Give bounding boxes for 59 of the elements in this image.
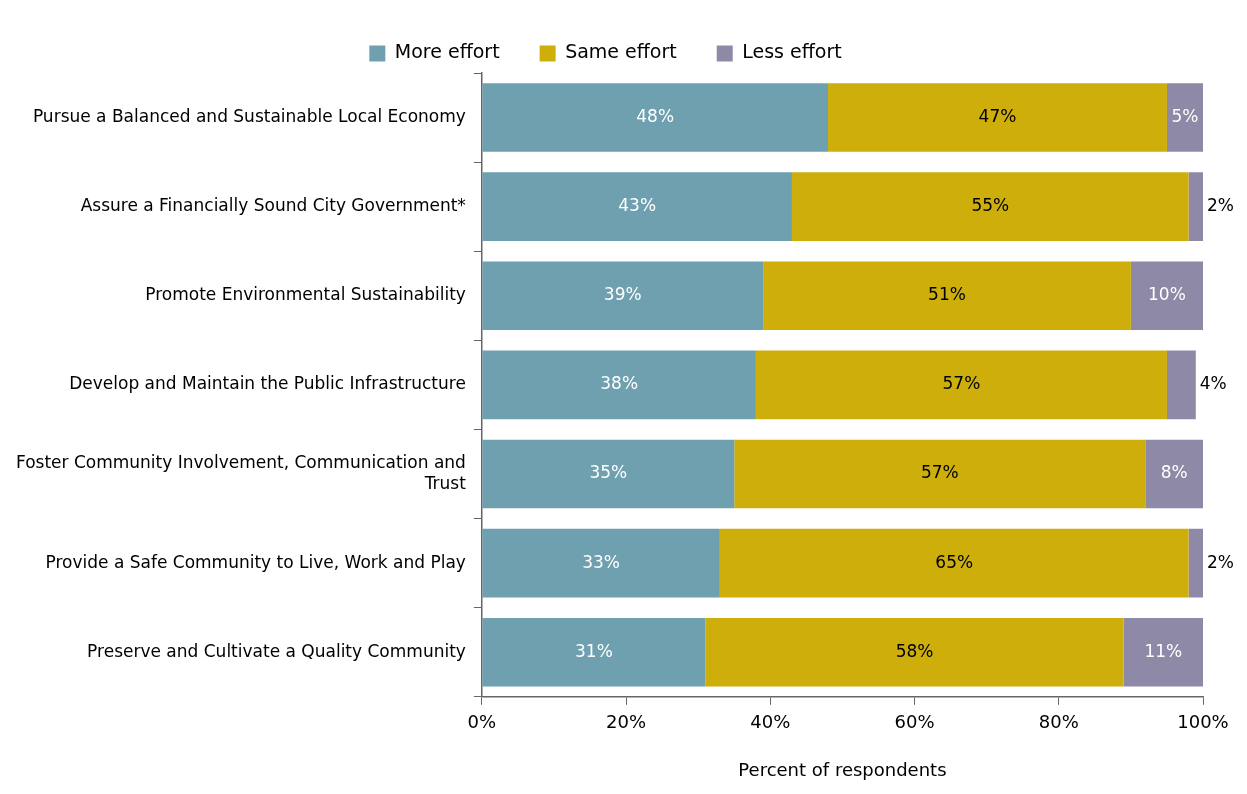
data-label: 58% <box>895 640 934 661</box>
data-label: 57% <box>942 373 981 394</box>
data-label: 31% <box>575 640 613 661</box>
legend-label: More effort <box>394 40 500 63</box>
data-label: 4% <box>1199 373 1227 394</box>
bar <box>828 83 1167 152</box>
data-label: 48% <box>636 105 675 126</box>
data-label: 39% <box>603 284 642 305</box>
data-label: 2% <box>1207 195 1234 216</box>
data-label: 8% <box>1160 462 1188 483</box>
bar <box>482 528 720 598</box>
bar <box>482 617 706 687</box>
bar <box>734 439 1146 509</box>
bar <box>482 439 735 509</box>
bar <box>791 172 1189 241</box>
x-tick-label: 100% <box>1177 711 1229 733</box>
data-label: 38% <box>600 373 639 394</box>
bar <box>1130 261 1203 331</box>
data-label: 2% <box>1207 551 1234 572</box>
data-label: 5% <box>1171 105 1199 126</box>
legend-label: Same effort <box>565 40 677 63</box>
bar <box>763 261 1131 331</box>
y-tick-label: Pursue a Balanced and Sustainable Local Economy <box>32 105 466 126</box>
bar <box>755 350 1167 420</box>
bar <box>1188 172 1203 241</box>
x-tick-label: 60% <box>894 711 935 733</box>
bar <box>482 350 756 420</box>
data-label: 11% <box>1144 640 1183 661</box>
data-label: 65% <box>935 551 974 572</box>
y-tick-label: Promote Environmental Sustainability <box>145 284 466 305</box>
bar <box>1145 439 1203 509</box>
x-tick-label: 40% <box>750 711 791 733</box>
bar <box>482 83 829 152</box>
y-tick-label: Provide a Safe Community to Live, Work and Play <box>45 551 466 572</box>
x-tick-label: 0% <box>467 711 497 733</box>
x-tick-label: 20% <box>606 711 647 733</box>
bar <box>1166 83 1203 152</box>
bar <box>719 528 1189 598</box>
data-label: 47% <box>978 105 1017 126</box>
bar <box>482 261 764 331</box>
x-tick-label: 80% <box>1038 711 1079 733</box>
y-tick-label: Preserve and Cultivate a Quality Community <box>87 640 466 661</box>
data-label: 10% <box>1148 284 1186 305</box>
data-label: 43% <box>618 195 657 216</box>
bar <box>705 617 1124 687</box>
data-label: 55% <box>971 195 1010 216</box>
bar <box>1123 617 1203 687</box>
legend-label: Less effort <box>742 40 842 63</box>
y-tick-label: Foster Community Involvement, Communication and Trust <box>15 452 467 493</box>
data-label: 33% <box>582 551 621 572</box>
bar <box>1166 350 1196 420</box>
data-label: 35% <box>589 462 628 483</box>
bar <box>1188 528 1203 598</box>
bar <box>482 172 792 241</box>
x-axis-title: Percent of respondents <box>738 758 947 780</box>
data-label: 51% <box>928 284 966 305</box>
y-tick-label: Assure a Financially Sound City Government* <box>80 195 466 216</box>
data-label: 57% <box>920 462 959 483</box>
y-tick-label: Develop and Maintain the Public Infrastructure <box>69 373 466 394</box>
